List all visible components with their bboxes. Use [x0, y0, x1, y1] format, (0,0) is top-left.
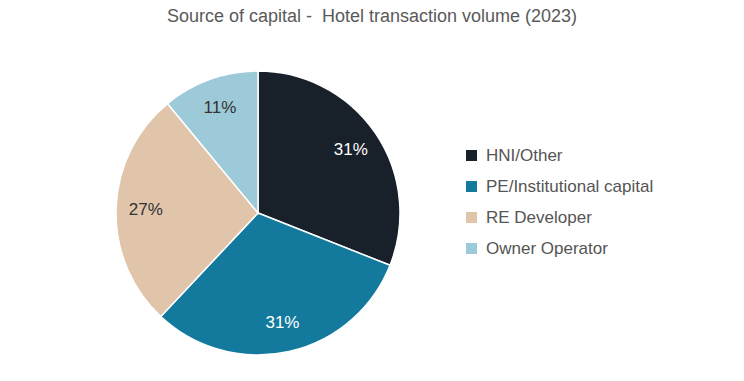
- svg-text:11%: 11%: [204, 98, 237, 117]
- html-text:HNI/Other: HNI/Other: [486, 145, 563, 165]
- svg-text:31%: 31%: [265, 313, 299, 332]
- html-text:Owner Operator: Owner Operator: [486, 238, 608, 258]
- html-text:Source of capital - Hotel tran: Source of capital - Hotel transaction vo…: [166, 6, 578, 26]
- html-text:RE Developer: RE Developer: [486, 207, 592, 227]
- svg-text:27%: 27%: [129, 200, 163, 219]
- svg-text:31%: 31%: [334, 140, 368, 159]
- html-text:PE/Institutional capital: PE/Institutional capital: [486, 176, 654, 196]
